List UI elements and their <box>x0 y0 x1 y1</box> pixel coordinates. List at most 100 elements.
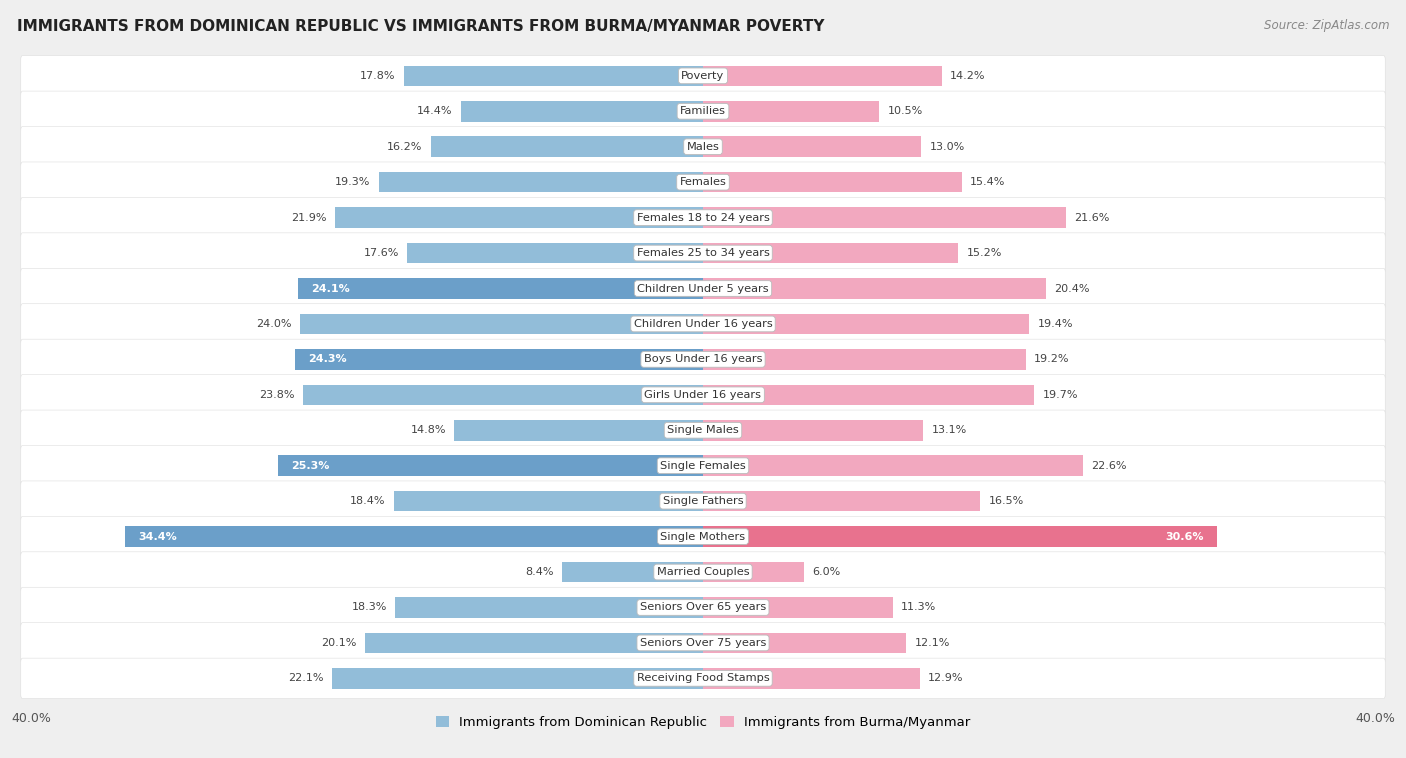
Text: 22.6%: 22.6% <box>1091 461 1126 471</box>
Text: 19.4%: 19.4% <box>1038 319 1073 329</box>
Text: 20.1%: 20.1% <box>322 638 357 648</box>
FancyBboxPatch shape <box>21 304 1385 344</box>
Bar <box>278 456 703 476</box>
Text: 12.9%: 12.9% <box>928 673 963 684</box>
Text: Single Males: Single Males <box>666 425 740 435</box>
Text: 19.7%: 19.7% <box>1042 390 1078 399</box>
Bar <box>703 456 1083 476</box>
Bar <box>295 349 703 370</box>
Text: Females: Females <box>679 177 727 187</box>
Text: 15.4%: 15.4% <box>970 177 1005 187</box>
Bar <box>335 208 703 228</box>
Text: 16.2%: 16.2% <box>387 142 422 152</box>
FancyBboxPatch shape <box>21 446 1385 486</box>
FancyBboxPatch shape <box>21 268 1385 309</box>
Bar <box>703 349 1025 370</box>
Bar <box>703 420 924 440</box>
Bar <box>703 136 921 157</box>
FancyBboxPatch shape <box>21 587 1385 628</box>
Bar <box>430 136 703 157</box>
Text: Source: ZipAtlas.com: Source: ZipAtlas.com <box>1264 19 1389 32</box>
Legend: Immigrants from Dominican Republic, Immigrants from Burma/Myanmar: Immigrants from Dominican Republic, Immi… <box>430 711 976 735</box>
Bar <box>395 597 703 618</box>
Text: Females 18 to 24 years: Females 18 to 24 years <box>637 212 769 223</box>
Text: Children Under 5 years: Children Under 5 years <box>637 283 769 293</box>
FancyBboxPatch shape <box>21 410 1385 450</box>
Text: Boys Under 16 years: Boys Under 16 years <box>644 355 762 365</box>
FancyBboxPatch shape <box>21 91 1385 131</box>
Text: 8.4%: 8.4% <box>524 567 554 577</box>
Bar <box>703 633 907 653</box>
Bar <box>703 668 920 688</box>
Text: 13.0%: 13.0% <box>929 142 965 152</box>
Bar <box>703 243 959 263</box>
Text: 11.3%: 11.3% <box>901 603 936 612</box>
Bar <box>703 101 879 121</box>
FancyBboxPatch shape <box>21 55 1385 96</box>
Text: 21.9%: 21.9% <box>291 212 326 223</box>
Text: 18.4%: 18.4% <box>350 496 385 506</box>
Text: 24.1%: 24.1% <box>312 283 350 293</box>
Text: 13.1%: 13.1% <box>932 425 967 435</box>
Text: Males: Males <box>686 142 720 152</box>
FancyBboxPatch shape <box>21 162 1385 202</box>
Text: Families: Families <box>681 106 725 116</box>
FancyBboxPatch shape <box>21 516 1385 557</box>
Bar <box>703 384 1033 405</box>
FancyBboxPatch shape <box>21 481 1385 522</box>
Text: Seniors Over 65 years: Seniors Over 65 years <box>640 603 766 612</box>
Bar <box>454 420 703 440</box>
Text: Females 25 to 34 years: Females 25 to 34 years <box>637 248 769 258</box>
Text: Single Mothers: Single Mothers <box>661 531 745 542</box>
Bar <box>703 66 942 86</box>
Bar <box>703 172 962 193</box>
Text: 25.3%: 25.3% <box>291 461 329 471</box>
Text: Single Females: Single Females <box>661 461 745 471</box>
Bar <box>562 562 703 582</box>
Text: Receiving Food Stamps: Receiving Food Stamps <box>637 673 769 684</box>
Text: 15.2%: 15.2% <box>967 248 1002 258</box>
Bar <box>703 562 804 582</box>
Text: 20.4%: 20.4% <box>1054 283 1090 293</box>
FancyBboxPatch shape <box>21 233 1385 274</box>
Bar <box>703 208 1066 228</box>
FancyBboxPatch shape <box>21 658 1385 699</box>
Text: Children Under 16 years: Children Under 16 years <box>634 319 772 329</box>
Text: 19.3%: 19.3% <box>335 177 370 187</box>
Bar <box>703 491 980 512</box>
Text: 14.2%: 14.2% <box>950 70 986 81</box>
Text: 24.0%: 24.0% <box>256 319 291 329</box>
Text: Single Fathers: Single Fathers <box>662 496 744 506</box>
Text: Married Couples: Married Couples <box>657 567 749 577</box>
Text: 14.4%: 14.4% <box>418 106 453 116</box>
Bar <box>703 526 1218 547</box>
FancyBboxPatch shape <box>21 623 1385 663</box>
Bar <box>461 101 703 121</box>
Bar <box>366 633 703 653</box>
Bar <box>378 172 703 193</box>
Bar <box>394 491 703 512</box>
Text: 21.6%: 21.6% <box>1074 212 1109 223</box>
Text: 14.8%: 14.8% <box>411 425 446 435</box>
Text: Girls Under 16 years: Girls Under 16 years <box>644 390 762 399</box>
FancyBboxPatch shape <box>21 552 1385 592</box>
Text: Seniors Over 75 years: Seniors Over 75 years <box>640 638 766 648</box>
Bar <box>703 597 893 618</box>
Text: IMMIGRANTS FROM DOMINICAN REPUBLIC VS IMMIGRANTS FROM BURMA/MYANMAR POVERTY: IMMIGRANTS FROM DOMINICAN REPUBLIC VS IM… <box>17 19 824 34</box>
Text: 34.4%: 34.4% <box>138 531 177 542</box>
Text: 23.8%: 23.8% <box>259 390 295 399</box>
Text: 17.8%: 17.8% <box>360 70 395 81</box>
Bar <box>408 243 703 263</box>
Text: 6.0%: 6.0% <box>813 567 841 577</box>
Text: 10.5%: 10.5% <box>887 106 924 116</box>
Bar <box>703 314 1029 334</box>
Text: 18.3%: 18.3% <box>352 603 387 612</box>
Bar <box>332 668 703 688</box>
Bar <box>703 278 1046 299</box>
Bar <box>404 66 703 86</box>
Text: 17.6%: 17.6% <box>364 248 399 258</box>
Text: 24.3%: 24.3% <box>308 355 347 365</box>
Bar <box>304 384 703 405</box>
Text: Poverty: Poverty <box>682 70 724 81</box>
FancyBboxPatch shape <box>21 339 1385 380</box>
